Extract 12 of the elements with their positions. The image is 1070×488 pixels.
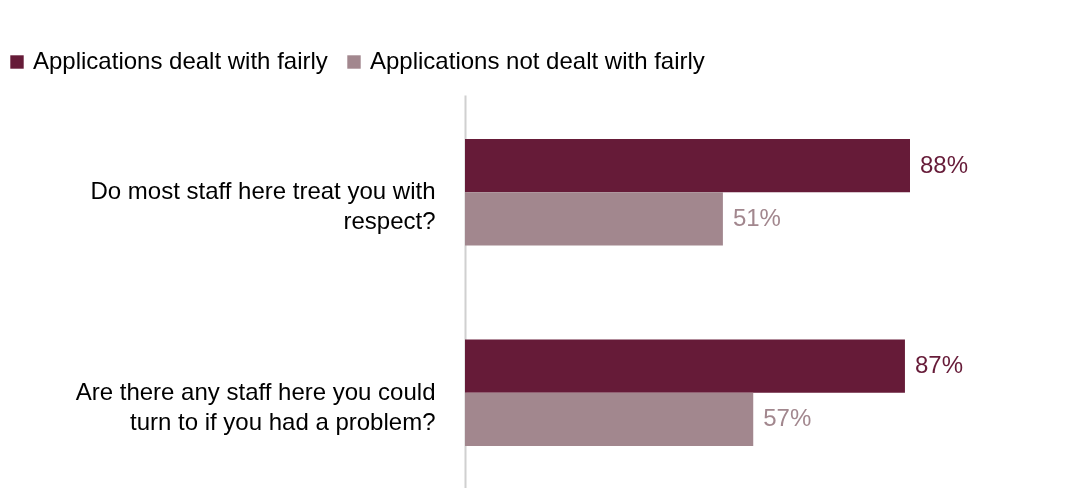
bar xyxy=(465,192,723,246)
legend-label: Applications not dealt with fairly xyxy=(370,47,705,74)
legend-label: Applications dealt with fairly xyxy=(33,47,328,74)
data-label: 87% xyxy=(914,351,963,379)
y-tick-label: Do most staff here treat you with respect? xyxy=(90,177,436,235)
y-tick-label: Are there any staff here you could turn to if you had a problem? xyxy=(75,377,436,435)
data-label: 51% xyxy=(732,203,781,231)
bar xyxy=(465,392,754,446)
data-label: 88% xyxy=(920,150,969,178)
bar xyxy=(465,339,905,393)
data-label: 57% xyxy=(763,404,812,432)
bar xyxy=(465,139,910,193)
